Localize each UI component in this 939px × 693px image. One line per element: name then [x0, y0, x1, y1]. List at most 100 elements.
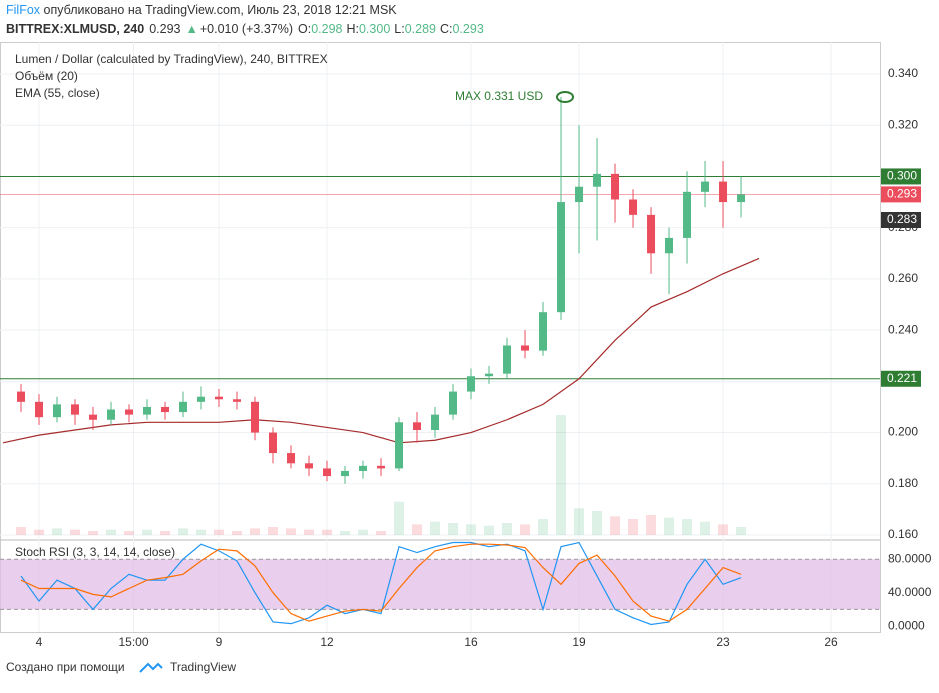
candle-body [359, 465, 368, 471]
y-tick-label: 0.160 [888, 527, 918, 541]
volume-title: Объём (20) [15, 69, 78, 83]
price-label-bg [881, 168, 921, 185]
x-tick-label: 9 [216, 635, 223, 649]
candle-body [593, 173, 602, 187]
footer-created: Создано при помощи [6, 660, 125, 674]
price-label: 0.221 [887, 371, 917, 385]
author[interactable]: FilFox [6, 3, 41, 17]
price-marker-bg [881, 211, 921, 228]
y-tick-label: 40.0000 [888, 585, 932, 599]
candle-body [719, 181, 728, 203]
candle-body [88, 414, 97, 420]
published: опубликовано на TradingView.com, Июль 23… [44, 3, 398, 17]
x-tick-label: 16 [464, 635, 478, 649]
x-tick-label: 19 [572, 635, 586, 649]
volume-bar [286, 528, 297, 535]
volume-bar [268, 527, 279, 535]
candle-body [196, 396, 205, 402]
candle-body [287, 453, 296, 464]
candle-body [413, 422, 422, 430]
y-tick-label: 80.0000 [888, 551, 932, 565]
candle-body [233, 399, 242, 402]
volume-bar [105, 529, 116, 535]
candle-body [251, 401, 260, 433]
x-tick-label: 12 [320, 635, 334, 649]
rsi-line [20, 541, 742, 626]
chart-title: Lumen / Dollar (calculated by TradingVie… [15, 52, 328, 66]
candle-body [160, 406, 169, 413]
candle-body [431, 414, 440, 430]
y-tick-label: 0.200 [888, 425, 918, 439]
candle-body [467, 376, 476, 392]
candle-body [539, 312, 548, 351]
candle-body [70, 404, 79, 415]
candle-body [323, 468, 332, 477]
volume-bar [159, 531, 170, 535]
price-label: 0.293 [887, 187, 917, 201]
rsi-line [20, 543, 742, 622]
candle-body [34, 401, 43, 418]
volume-bar [123, 531, 134, 535]
x-tick-label: 15:00 [118, 635, 148, 649]
candle-body [395, 422, 404, 469]
candle-body [485, 373, 494, 377]
x-tick-label: 26 [824, 635, 838, 649]
price-label-bg [881, 370, 921, 387]
volume-bar [394, 501, 405, 535]
ov: 0.298 [311, 22, 342, 36]
candle-body [305, 463, 314, 469]
hv: 0.300 [359, 22, 390, 36]
rsi-title: Stoch RSI (3, 3, 14, 14, close) [15, 545, 175, 559]
candle-body [521, 345, 530, 351]
volume-bar [430, 521, 441, 535]
volume-bar [682, 519, 693, 535]
volume-bar [736, 527, 747, 535]
ema-title: EMA (55, close) [15, 86, 100, 100]
max-marker [556, 91, 575, 103]
footer-brand[interactable]: TradingView [170, 660, 236, 674]
volume-bar [141, 529, 152, 535]
volume-bar [610, 516, 621, 535]
y-tick-label: 0.340 [888, 66, 918, 80]
candle-body [701, 181, 710, 192]
volume-bar [340, 531, 351, 535]
change: +0.010 (+3.37%) [200, 22, 293, 36]
candle-body [557, 202, 566, 313]
candle-body [377, 465, 386, 469]
candle-body [449, 391, 458, 415]
last: 0.293 [149, 22, 180, 36]
candle-body [178, 401, 187, 413]
volume-bar [358, 529, 369, 535]
volume-bar [250, 528, 261, 535]
ema-line [2, 257, 760, 444]
candle-body [575, 186, 584, 203]
arrow: ▲ [186, 22, 198, 36]
symbol: BITTREX:XLMUSD, 240 [6, 22, 144, 36]
candle-body [215, 396, 224, 400]
volume-bar [322, 529, 333, 535]
header-line: FilFox опубликовано на TradingView.com, … [6, 3, 397, 17]
volume-bar [412, 524, 423, 535]
candle-body [52, 404, 61, 418]
candle-body [683, 191, 692, 238]
volume-bar [448, 523, 459, 535]
candle-body [629, 199, 638, 215]
logo [139, 662, 163, 673]
max-annotation: MAX 0.331 USD [455, 89, 543, 103]
volume-bar [466, 524, 477, 535]
volume-bar [214, 529, 225, 535]
l: L: [394, 22, 404, 36]
volume-bar [520, 524, 531, 535]
plot: 415:00912161923260.1600.1800.2000.2200.2… [0, 42, 932, 649]
volume-bar [538, 519, 549, 535]
candle-body [647, 214, 656, 254]
volume-bar [177, 528, 188, 535]
volume-bar [628, 519, 639, 535]
volume-bar [87, 531, 98, 535]
x-tick-label: 23 [716, 635, 730, 649]
candle-body [665, 237, 674, 254]
volume-bar [664, 517, 675, 535]
y-tick-label: 0.180 [888, 476, 918, 490]
volume-bar [700, 521, 711, 535]
h: H: [346, 22, 359, 36]
